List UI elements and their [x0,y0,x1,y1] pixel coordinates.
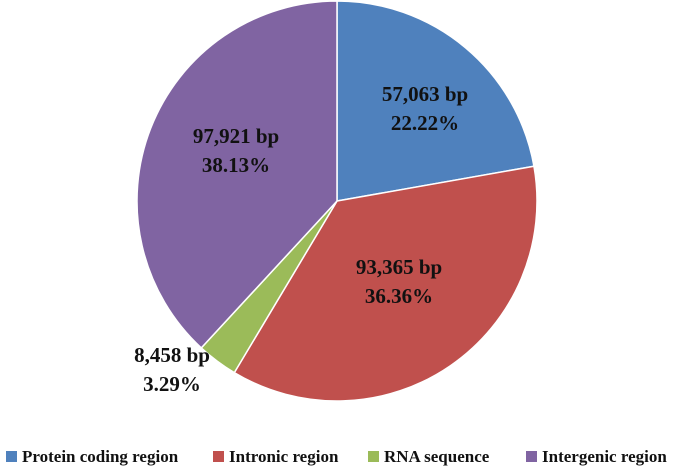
slice-pct-label: 36.36% [365,284,433,308]
legend-swatch [368,451,379,462]
legend-swatch [526,451,537,462]
legend-label: Intergenic region [542,447,667,466]
slice-labels: 57,063 bp 22.22% 93,365 bp 36.36% 8,458 bp 3.… [134,82,468,396]
pie-slice-intergenic-region [136,0,338,349]
slice-pct-label: 3.29% [143,372,201,396]
pie-slice-protein-coding-region [336,0,535,202]
legend-label: RNA sequence [384,447,490,466]
legend-label: Protein coding region [22,447,179,466]
slice-pct-label: 38.13% [202,153,270,177]
legend-swatch [213,451,224,462]
slice-bp-label: 57,063 bp [382,82,468,106]
legend: Protein coding region Intronic region RNA … [6,447,667,466]
slice-bp-label: 8,458 bp [134,343,210,367]
slice-bp-label: 97,921 bp [193,124,279,148]
slice-bp-label: 93,365 bp [356,255,442,279]
pie-slice-intronic-region [233,165,538,402]
slice-pct-label: 22.22% [391,111,459,135]
legend-label: Intronic region [229,447,339,466]
legend-swatch [6,451,17,462]
pie-slices [136,0,538,402]
